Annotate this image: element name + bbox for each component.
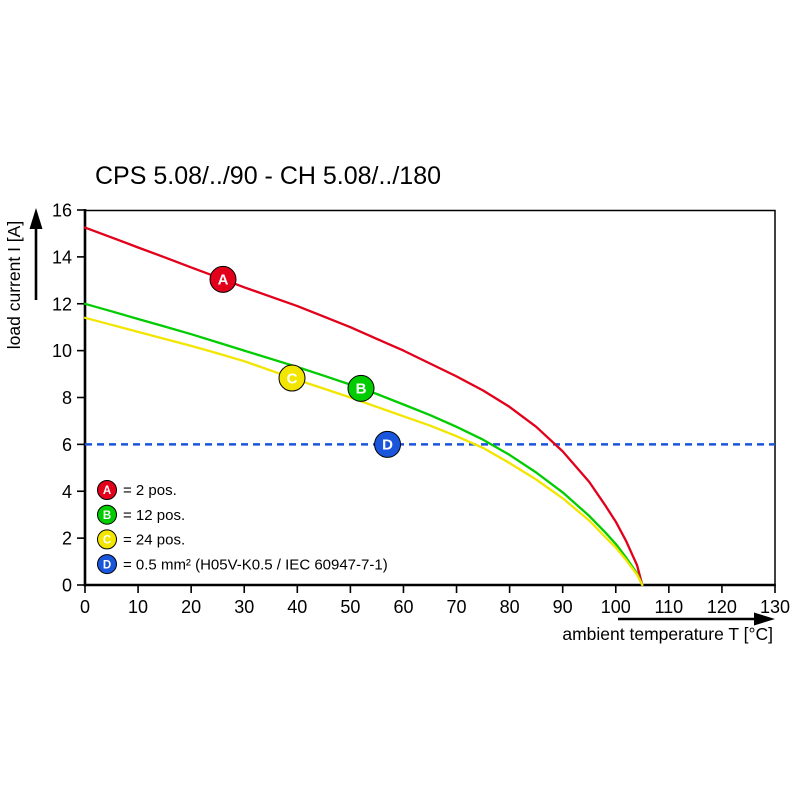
x-tick-label: 70	[447, 597, 467, 617]
legend-circle-D	[97, 554, 117, 575]
legend-letter-A: A	[103, 485, 111, 497]
legend-label-A: = 2 pos.	[123, 482, 177, 499]
legend-item-A: A = 2 pos.	[97, 480, 177, 500]
legend-letter-C: C	[103, 535, 111, 547]
y-axis-arrowhead	[29, 208, 43, 229]
y-axis-arrow	[29, 208, 43, 300]
legend-item-B: B = 12 pos.	[97, 504, 185, 525]
x-tick-label: 120	[707, 597, 737, 617]
legend-letter-D: D	[103, 559, 111, 571]
x-tick-label: 0	[80, 597, 90, 617]
legend-label-B: = 12 pos.	[123, 507, 185, 524]
marker-D: D	[374, 430, 402, 458]
marker-A: A	[209, 265, 237, 293]
curve-B	[83, 302, 644, 587]
marker-C: C	[278, 364, 306, 392]
marker-B: B	[347, 374, 375, 402]
x-axis-arrow	[618, 612, 775, 626]
x-axis-label: ambient temperature T [°C]	[562, 624, 773, 644]
legend-label-D: = 0.5 mm² (H05V-K0.5 / IEC 60947-7-1)	[123, 556, 388, 573]
marker-circle-C	[278, 364, 306, 392]
legend-circle-A	[97, 480, 117, 500]
marker-letter-A: A	[218, 272, 229, 289]
y-tick-label: 6	[62, 435, 72, 455]
y-axis-label: load current I [A]	[4, 221, 24, 349]
marker-letter-D: D	[382, 437, 393, 454]
x-tick-label: 10	[128, 597, 148, 617]
y-tick-label: 16	[52, 201, 72, 221]
curve-A	[83, 226, 644, 587]
plot-layer: 0 10 20 30 40 50 60 70 80 90 100 110 120 130 0 2 4 6 8 10 12…	[29, 201, 790, 626]
legend-letter-B: B	[103, 510, 111, 522]
x-tick-label: 40	[287, 597, 307, 617]
x-tick-label: 80	[500, 597, 520, 617]
x-tick-label: 20	[181, 597, 201, 617]
y-tick-label: 14	[52, 247, 72, 267]
chart-title: CPS 5.08/../90 - CH 5.08/../180	[95, 162, 441, 190]
marker-letter-B: B	[356, 381, 367, 398]
y-tick-label: 8	[62, 388, 72, 408]
legend-item-C: C = 24 pos.	[97, 529, 185, 550]
marker-letter-C: C	[287, 370, 298, 387]
legend-label-C: = 24 pos.	[123, 532, 185, 549]
y-tick-label: 2	[62, 529, 72, 549]
x-tick-label: 130	[760, 597, 790, 617]
y-tick-label: 10	[52, 341, 72, 361]
marker-circle-D	[374, 430, 402, 458]
x-tick-label: 90	[553, 597, 573, 617]
legend-item-D: D = 0.5 mm² (H05V-K0.5 / IEC 60947-7-1)	[97, 554, 388, 575]
x-tick-label: 60	[393, 597, 413, 617]
legend-circle-C	[97, 529, 117, 550]
y-tick-label: 4	[62, 482, 72, 502]
y-tick-label: 12	[52, 294, 72, 314]
curve-C	[83, 316, 644, 587]
x-tick-label: 110	[654, 597, 683, 617]
x-tick-label: 50	[340, 597, 360, 617]
legend-circle-B	[97, 504, 117, 525]
y-tick-label: 0	[62, 576, 72, 596]
marker-circle-A	[209, 265, 237, 293]
x-axis-arrowhead	[754, 612, 775, 626]
marker-circle-B	[347, 374, 375, 402]
x-tick-label: 100	[601, 597, 631, 617]
x-tick-label: 30	[234, 597, 254, 617]
